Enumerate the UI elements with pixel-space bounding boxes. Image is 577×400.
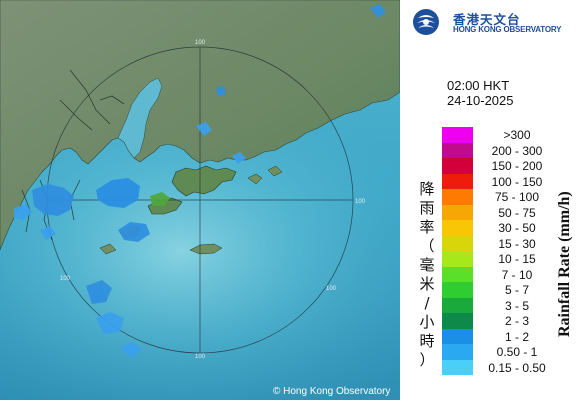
legend-title-cn-char: 降 — [419, 180, 435, 198]
legend-range-label: 50 - 75 — [498, 205, 536, 220]
pearl-river-estuary — [117, 77, 163, 159]
rain-echo-south-1 — [86, 280, 112, 304]
rain-echo-hk — [196, 122, 246, 164]
legend-swatch — [442, 359, 473, 375]
legend-row: 7 - 10 — [442, 266, 572, 282]
legend-range-label: 3 - 5 — [504, 298, 529, 313]
rain-echo-west-2 — [14, 204, 56, 240]
rain-echoes — [14, 4, 386, 358]
legend-panel: 香港天文台 HONG KONG OBSERVATORY 02:00 HKT 24… — [400, 0, 577, 400]
rain-echo-central-west — [96, 178, 140, 208]
rain-echo-islands — [118, 222, 150, 242]
legend-row: 5 - 7 — [442, 282, 572, 298]
legend-range-label: 5 - 7 — [504, 283, 529, 297]
observatory-emblem-icon — [413, 9, 439, 35]
legend-row: >300 — [442, 127, 572, 143]
legend-title-cn-char: 毫 — [419, 256, 435, 274]
legend-range-label: 30 - 50 — [498, 221, 536, 235]
legend-range-label: 100 - 150 — [491, 174, 543, 189]
legend-title-cn-char: 小 — [419, 313, 435, 331]
legend-row: 3 - 5 — [442, 297, 572, 313]
legend-range-label: 15 - 30 — [498, 236, 536, 251]
legend-range-label: 2 - 3 — [504, 314, 529, 328]
rain-echo-west — [32, 184, 74, 216]
legend-swatch — [442, 127, 473, 143]
legend-range-label: 1 - 2 — [504, 329, 529, 344]
legend-swatch — [442, 328, 473, 344]
legend-row: 75 - 100 — [442, 189, 572, 205]
legend-swatch — [442, 158, 473, 174]
legend-title-cn-char: 率 — [419, 218, 435, 236]
legend-range-label: 0.15 - 0.50 — [488, 360, 546, 375]
legend-row: 150 - 200 — [442, 158, 572, 174]
observation-date: 24-10-2025 — [447, 93, 514, 108]
map-credit: © Hong Kong Observatory — [273, 386, 390, 397]
legend-swatch — [442, 313, 473, 329]
legend-row: 100 - 150 — [442, 173, 572, 189]
legend-title-cn-char: （ — [419, 237, 435, 255]
radar-map: 100 100 100 100 100 © Hong Kong Observat… — [0, 0, 400, 400]
ring-label-top: 100 — [195, 40, 206, 46]
legend-row: 15 - 30 — [442, 235, 572, 251]
legend-title-cn-char: / — [424, 294, 430, 312]
observatory-name-en: HONG KONG OBSERVATORY — [453, 25, 562, 34]
legend-title-cn-char: 雨 — [419, 199, 435, 217]
legend-swatch — [442, 266, 473, 282]
legend-row: 2 - 3 — [442, 313, 572, 329]
legend-swatch — [442, 344, 473, 360]
legend-title-cn-char: ） — [419, 351, 435, 369]
ring-label-right: 100 — [355, 199, 366, 205]
legend-row: 0.15 - 0.50 — [442, 359, 572, 375]
islands-east — [247, 165, 283, 185]
legend-range-label: 75 - 100 — [494, 190, 540, 204]
observation-time: 02:00 HKT — [447, 78, 510, 93]
legend-row: 0.50 - 1 — [442, 344, 572, 360]
legend-title-en: Rainfall Rate (mm/h) — [556, 191, 573, 337]
observatory-name-cn: 香港天文台 — [453, 13, 521, 27]
rainfall-legend: >300 200 - 300 150 - 200 100 - 150 75 - 100 5… — [442, 127, 572, 375]
legend-title-cn-char: 米 — [419, 275, 435, 293]
ring-label-southwest: 100 — [60, 276, 71, 282]
legend-swatch — [442, 297, 473, 313]
legend-swatch — [442, 251, 473, 267]
legend-range-label: 10 - 15 — [498, 252, 536, 266]
legend-swatch — [442, 204, 473, 220]
legend-swatch — [442, 173, 473, 189]
legend-range-label: 7 - 10 — [501, 267, 533, 282]
legend-range-label: 0.50 - 1 — [496, 345, 538, 359]
legend-row: 50 - 75 — [442, 204, 572, 220]
observatory-logo: 香港天文台 HONG KONG OBSERVATORY — [412, 6, 577, 40]
hong-kong-islands — [171, 165, 237, 197]
legend-range-label: 150 - 200 — [491, 159, 543, 173]
ring-labels: 100 100 100 100 100 — [60, 40, 366, 360]
legend-row: 10 - 15 — [442, 251, 572, 267]
legend-row: 30 - 50 — [442, 220, 572, 236]
legend-range-label: >300 — [503, 128, 531, 142]
rain-echo-central-west-green — [150, 192, 170, 206]
legend-title-cn: 降雨率（毫米 / 小時） — [418, 180, 436, 370]
legend-range-label: 200 - 300 — [491, 143, 543, 158]
legend-swatch — [442, 220, 473, 236]
legend-swatch — [442, 189, 473, 205]
legend-title-cn-char: 時 — [419, 332, 435, 350]
legend-swatch — [442, 235, 473, 251]
radar-map-image: 100 100 100 100 100 © Hong Kong Observat… — [0, 0, 400, 400]
ring-label-southeast: 100 — [326, 286, 337, 292]
ring-label-bottom: 100 — [195, 354, 206, 360]
rain-echo-south-2 — [96, 312, 142, 358]
legend-row: 1 - 2 — [442, 328, 572, 344]
legend-swatch — [442, 282, 473, 298]
legend-row: 200 - 300 — [442, 142, 572, 158]
legend-swatch — [442, 142, 473, 158]
